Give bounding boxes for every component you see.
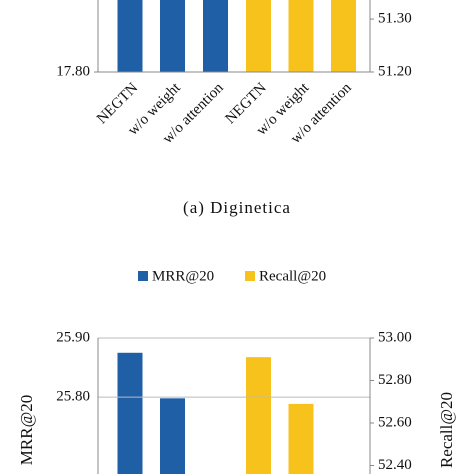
y-tick-label: 25.90: [56, 329, 90, 345]
bar: [117, 0, 143, 72]
bar: [331, 0, 356, 72]
y-axis-title: MRR@20: [17, 395, 36, 465]
bar: [246, 357, 271, 474]
legend-label: Recall@20: [259, 268, 326, 284]
bars: [117, 352, 314, 474]
y2-tick-label: 51.30: [378, 10, 412, 26]
y2-tick-label: 52.80: [378, 372, 412, 388]
bar: [288, 403, 314, 474]
bar: [203, 0, 228, 72]
y2-tick-label: 51.20: [378, 63, 412, 79]
y2-axis-title: Recall@20: [437, 392, 456, 468]
bar: [246, 0, 271, 72]
bar: [160, 398, 185, 474]
bars: [117, 0, 356, 72]
bar: [117, 352, 143, 474]
bar: [160, 0, 185, 72]
y2-tick-label: 52.60: [378, 414, 412, 430]
bar: [288, 0, 314, 72]
y2-tick-label: 53.00: [378, 329, 412, 345]
y-tick-label: 25.80: [56, 389, 90, 405]
y2-tick-label: 52.40: [378, 457, 412, 473]
legend-swatch: [245, 271, 255, 281]
y-tick-label: 17.80: [56, 63, 90, 79]
legend-label: MRR@20: [152, 268, 214, 284]
caption: (a) Diginetica: [183, 198, 291, 217]
legend-swatch: [138, 271, 148, 281]
